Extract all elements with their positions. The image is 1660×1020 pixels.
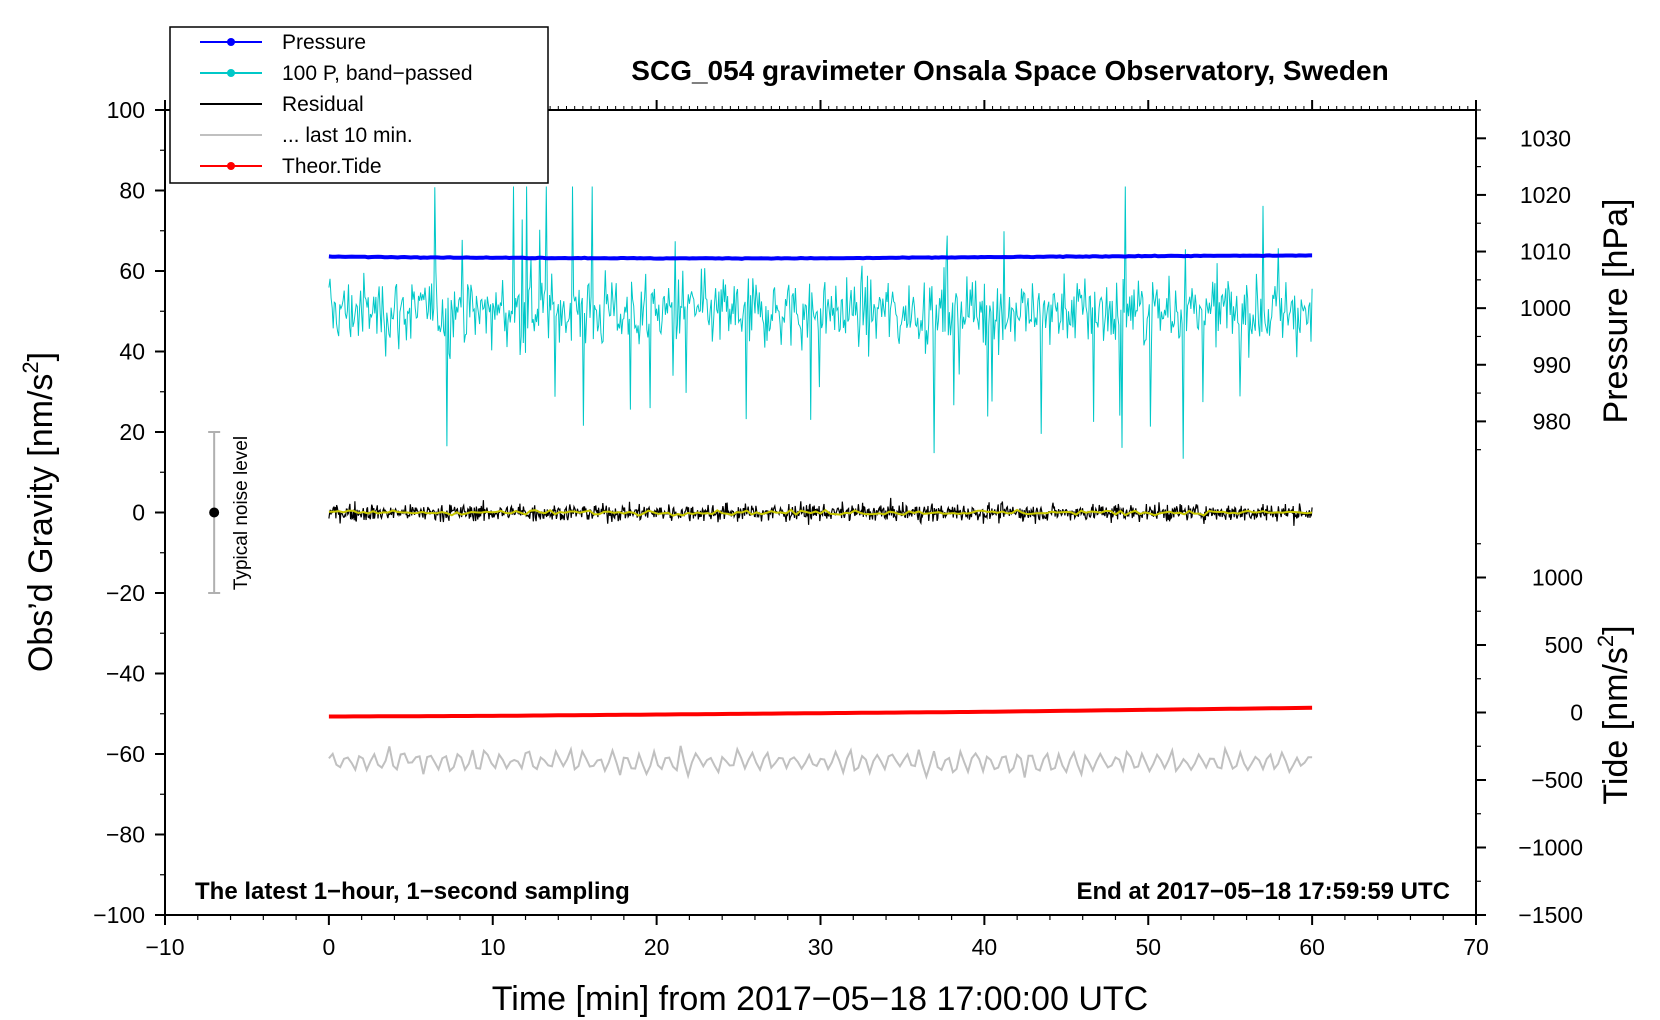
x-tick-label: 40 xyxy=(972,934,998,960)
y-left-tick-label: −80 xyxy=(106,822,145,848)
x-tick-label: 0 xyxy=(322,934,335,960)
chart-title: SCG_054 gravimeter Onsala Space Observat… xyxy=(631,55,1388,86)
y-axis-left-label: Obs’d Gravity [nm/s2] xyxy=(18,352,60,672)
legend: Pressure 100 P, band−passed Residual ... la… xyxy=(169,26,549,184)
x-tick-label: 50 xyxy=(1135,934,1161,960)
x-axis-label: Time [min] from 2017−05−18 17:00:00 UTC xyxy=(492,980,1148,1018)
legend-swatch-marker xyxy=(227,38,235,46)
end-time-note: End at 2017−05−18 17:59:59 UTC xyxy=(1076,878,1450,905)
noise-level-indicator xyxy=(208,431,221,594)
y-left-tick-label: 60 xyxy=(119,258,145,284)
sampling-note: The latest 1−hour, 1−second sampling xyxy=(195,878,630,905)
series-last-10-min xyxy=(328,745,1313,781)
tide-label-main: Tide [nm/s xyxy=(1597,647,1635,804)
legend-label: ... last 10 min. xyxy=(282,124,413,147)
y-left-label-end: ] xyxy=(22,352,60,361)
y-left-tick-label: 40 xyxy=(119,339,145,365)
tide-tick-label: −1500 xyxy=(1518,902,1583,928)
y-left-tick-label: −100 xyxy=(93,902,145,928)
noise-level-label: Typical noise level xyxy=(231,436,252,590)
pressure-axis-label: Pressure [hPa] xyxy=(1597,199,1635,424)
pressure-tick-label: 980 xyxy=(1533,408,1571,434)
y-left-label-sup: 2 xyxy=(18,361,43,373)
x-tick-label: 60 xyxy=(1299,934,1325,960)
pressure-tick-label: 1030 xyxy=(1520,125,1571,151)
legend-swatch-marker xyxy=(227,162,235,170)
legend-label: Pressure xyxy=(282,31,366,54)
tide-tick-label: 0 xyxy=(1570,700,1583,726)
legend-label: Residual xyxy=(282,93,364,116)
pressure-tick-label: 1000 xyxy=(1520,295,1571,321)
pressure-tick-label: 990 xyxy=(1533,352,1571,378)
tide-label-sup: 2 xyxy=(1593,635,1618,647)
data-series xyxy=(328,186,1313,781)
tide-tick-label: 500 xyxy=(1545,632,1583,658)
x-tick-label: 70 xyxy=(1463,934,1489,960)
legend-label: 100 P, band−passed xyxy=(282,62,473,85)
legend-swatch-marker xyxy=(227,69,235,77)
x-tick-label: −10 xyxy=(145,934,184,960)
pressure-tick-label: 1010 xyxy=(1520,239,1571,265)
y-left-tick-label: 100 xyxy=(107,97,145,123)
y-left-label-main: Obs’d Gravity [nm/s xyxy=(22,374,60,673)
tide-tick-label: −1000 xyxy=(1518,835,1583,861)
x-tick-label: 20 xyxy=(644,934,670,960)
tide-axis-label: Tide [nm/s2] xyxy=(1593,625,1635,804)
series-pressure-bandpassed xyxy=(328,186,1313,459)
series-theoretical-tide xyxy=(328,705,1313,719)
y-left-tick-label: 20 xyxy=(119,419,145,445)
tide-tick-label: −500 xyxy=(1531,767,1583,793)
y-left-tick-label: 80 xyxy=(119,178,145,204)
x-tick-label: 30 xyxy=(808,934,834,960)
y-left-tick-label: −20 xyxy=(106,580,145,606)
axis-ticks: −10 0 10 20 30 40 50 60 70−100−80−60−40−20020406… xyxy=(93,97,1583,960)
series-residual-smoothed xyxy=(328,508,1313,517)
tide-label-end: ] xyxy=(1597,625,1635,634)
y-left-tick-label: 0 xyxy=(132,500,145,526)
series-pressure xyxy=(328,253,1313,261)
legend-label: Theor.Tide xyxy=(282,155,382,178)
noise-bar-dot xyxy=(209,507,220,518)
tide-tick-label: 1000 xyxy=(1532,565,1583,591)
x-tick-label: 10 xyxy=(480,934,506,960)
pressure-tick-label: 1020 xyxy=(1520,182,1571,208)
y-left-tick-label: −40 xyxy=(106,661,145,687)
y-left-tick-label: −60 xyxy=(106,741,145,767)
